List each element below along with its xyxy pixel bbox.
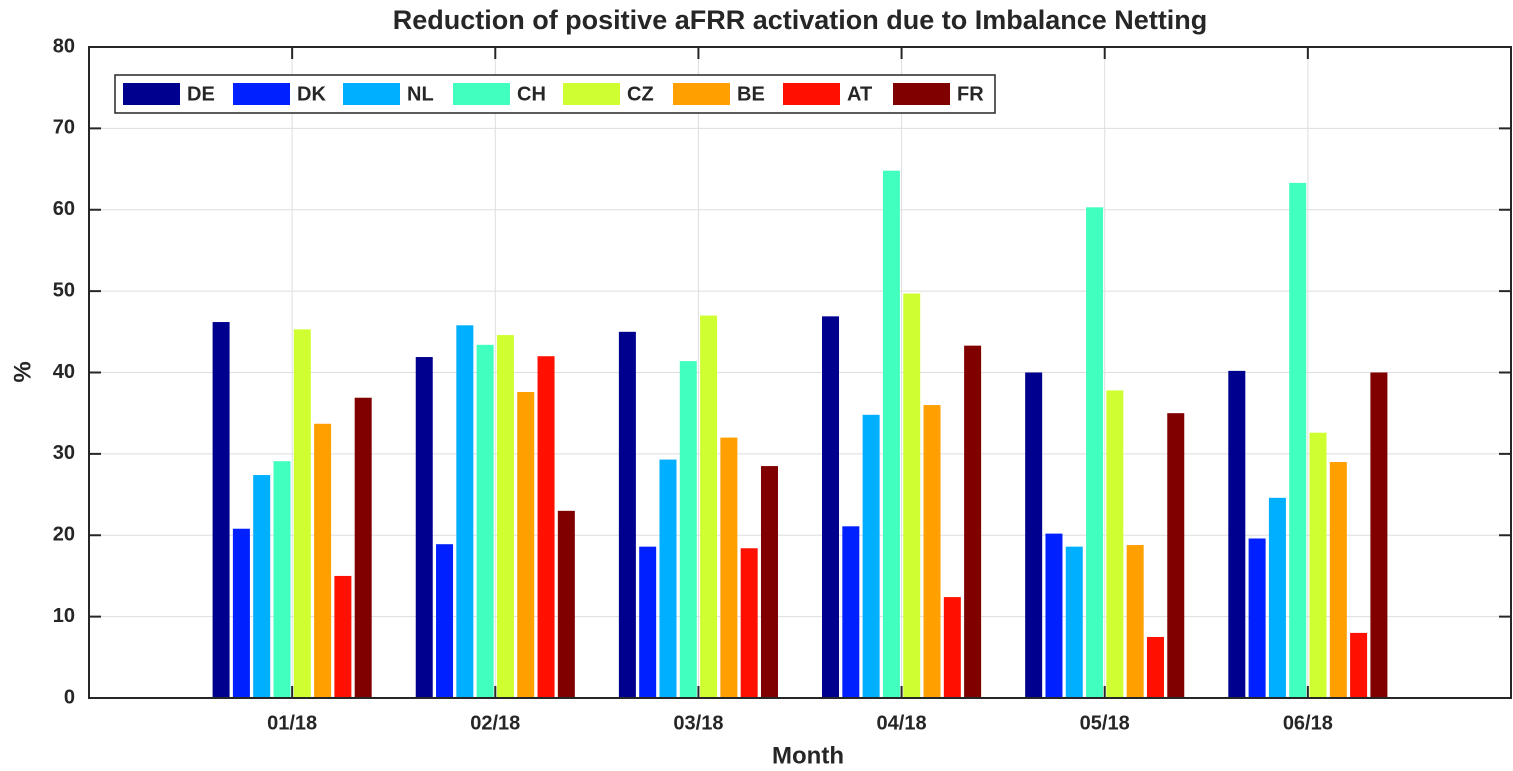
bar (456, 325, 474, 698)
legend-swatch (233, 83, 290, 105)
chart-title: Reduction of positive aFRR activation du… (393, 5, 1208, 35)
bar (943, 597, 961, 698)
bar (679, 361, 697, 698)
bar (537, 356, 555, 698)
legend-label: FR (957, 83, 984, 105)
x-tick-label: 02/18 (470, 712, 520, 734)
legend-label: BE (737, 83, 765, 105)
bar (354, 397, 372, 698)
bar (882, 170, 900, 698)
bar (700, 315, 718, 698)
bar (557, 510, 575, 698)
x-axis-label: Month (772, 742, 844, 769)
bar (1289, 182, 1307, 699)
bar (253, 475, 271, 698)
bar (1025, 372, 1043, 698)
bar (415, 357, 433, 698)
y-tick-label: 50 (53, 279, 75, 301)
bar (1106, 390, 1124, 698)
legend-swatch (453, 83, 510, 105)
bar (436, 544, 454, 698)
bar (1167, 413, 1185, 698)
legend-swatch (123, 83, 180, 105)
bar (1350, 632, 1368, 698)
x-tick-label: 03/18 (673, 712, 723, 734)
bar (1370, 372, 1388, 698)
bar (1228, 370, 1246, 698)
bar (1268, 497, 1286, 698)
legend-swatch (343, 83, 400, 105)
bar (1248, 538, 1266, 698)
legend-swatch (563, 83, 620, 105)
bar (659, 459, 677, 698)
legend-label: CZ (627, 83, 654, 105)
bar (314, 423, 332, 698)
bar (1146, 636, 1164, 698)
y-tick-label: 0 (64, 686, 75, 708)
bar (923, 405, 941, 698)
bar (1045, 533, 1063, 698)
plot-frame (88, 46, 1512, 699)
bar (517, 392, 535, 698)
bar (903, 293, 921, 698)
bar (273, 461, 291, 698)
bar (842, 526, 860, 698)
legend-swatch (673, 83, 730, 105)
x-tick-label: 04/18 (877, 712, 927, 734)
legend-label: NL (407, 83, 434, 105)
bar (618, 331, 636, 698)
x-tick-label: 06/18 (1283, 712, 1333, 734)
y-axis-label: % (9, 361, 36, 382)
y-tick-label: 20 (53, 524, 75, 546)
y-tick-label: 10 (53, 605, 75, 627)
legend-swatch (893, 83, 950, 105)
bar (720, 437, 738, 698)
y-tick-label: 60 (53, 198, 75, 220)
legend-label: CH (517, 83, 546, 105)
bar (822, 316, 840, 698)
bar (964, 345, 982, 698)
y-tick-label: 30 (53, 442, 75, 464)
bar (760, 466, 778, 698)
bar (1086, 207, 1104, 698)
bar (862, 414, 880, 698)
legend-swatch (783, 83, 840, 105)
legend-label: DE (187, 83, 215, 105)
bar (212, 322, 230, 698)
bar (476, 344, 494, 698)
y-tick-label: 70 (53, 117, 75, 139)
bar (740, 548, 758, 698)
x-tick-label: 01/18 (267, 712, 317, 734)
bar (639, 546, 657, 698)
x-tick-label: 05/18 (1080, 712, 1130, 734)
y-tick-label: 80 (53, 35, 75, 57)
bar (1126, 545, 1144, 698)
bar (1309, 432, 1327, 698)
y-tick-label: 40 (53, 361, 75, 383)
legend-label: AT (847, 83, 872, 105)
bar (293, 329, 311, 698)
bar (334, 575, 352, 698)
bar (496, 335, 514, 698)
bar (1329, 462, 1347, 698)
legend-label: DK (297, 83, 326, 105)
bar (1065, 546, 1083, 698)
bar (232, 528, 250, 698)
